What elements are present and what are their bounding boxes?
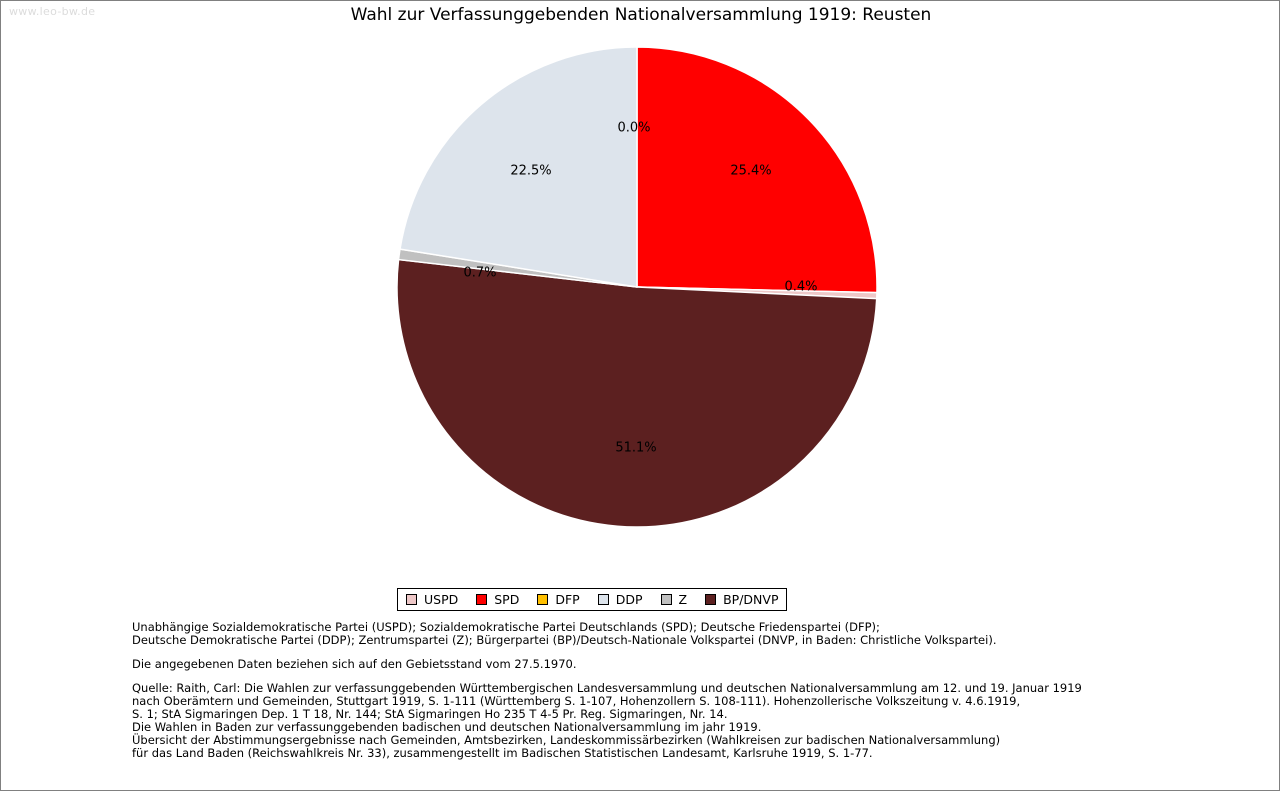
pie-slice-label-uspd: 0.4% — [784, 279, 818, 295]
pie-slice-spd — [636, 46, 878, 294]
legend-item-spd[interactable]: SPD — [476, 592, 519, 607]
legend-label: DFP — [555, 592, 580, 607]
pie-slice-bp-dnvp — [396, 258, 878, 528]
legend-label: SPD — [494, 592, 520, 607]
note-line: Unabhängige Sozialdemokratische Partei (… — [132, 620, 880, 634]
legend-item-dfp[interactable]: DFP — [537, 592, 580, 607]
legend-item-z[interactable]: Z — [660, 592, 688, 607]
pie-slice-label-z: 0.7% — [463, 265, 497, 281]
pie-slice-label-ddp: 22.5% — [510, 163, 552, 179]
legend-swatch-icon — [406, 594, 417, 605]
legend-swatch-icon — [537, 594, 549, 605]
note-line: Deutsche Demokratische Partei (DDP); Zen… — [132, 633, 997, 647]
legend-label: BP/DNVP — [723, 592, 779, 607]
note-territory: Die angegebenen Daten beziehen sich auf … — [132, 658, 1172, 671]
pie-slice-label-bp-dnvp: 51.1% — [615, 440, 657, 456]
legend-swatch-icon — [705, 594, 717, 605]
pie-slice-label-dfp: 0.0% — [617, 120, 651, 136]
site-watermark: www.leo-bw.de — [9, 5, 96, 18]
pie-slice-label-spd: 25.4% — [730, 163, 772, 179]
note-parties: Unabhängige Sozialdemokratische Partei (… — [132, 621, 1172, 647]
note-line: Die Wahlen in Baden zur verfassunggebend… — [132, 720, 762, 734]
note-line: nach Oberämtern und Gemeinden, Stuttgart… — [132, 694, 1021, 708]
note-source: Quelle: Raith, Carl: Die Wahlen zur verf… — [132, 682, 1172, 760]
legend-label: Z — [678, 592, 688, 607]
note-line: Die angegebenen Daten beziehen sich auf … — [132, 657, 577, 671]
legend-item-uspd[interactable]: USPD — [406, 592, 458, 607]
legend-item-bp-dnvp[interactable]: BP/DNVP — [705, 592, 778, 607]
pie-chart: 0.0% 25.4% 0.4% 51.1% 0.7% 22.5% — [396, 46, 878, 528]
page-title: Wahl zur Verfassunggebenden Nationalvers… — [350, 5, 932, 25]
legend-label: USPD — [424, 592, 459, 607]
legend-swatch-icon — [597, 594, 609, 605]
note-line: für das Land Baden (Reichswahlkreis Nr. … — [132, 746, 873, 760]
legend-label: DDP — [615, 592, 643, 607]
pie-slice-group — [396, 46, 878, 528]
pie-chart-svg — [396, 46, 878, 528]
legend-swatch-icon — [476, 594, 488, 605]
note-line: Quelle: Raith, Carl: Die Wahlen zur verf… — [132, 681, 1082, 695]
chart-legend: USPD SPD DFP DDP Z BP/DNVP — [397, 588, 788, 611]
footnotes: Unabhängige Sozialdemokratische Partei (… — [132, 621, 1172, 760]
pie-slice-ddp — [399, 46, 638, 288]
legend-swatch-icon — [660, 594, 672, 605]
note-line: S. 1; StA Sigmaringen Dep. 1 T 18, Nr. 1… — [132, 707, 728, 721]
legend-item-ddp[interactable]: DDP — [597, 592, 643, 607]
note-line: Übersicht der Abstimmungsergebnisse nach… — [132, 733, 1001, 747]
